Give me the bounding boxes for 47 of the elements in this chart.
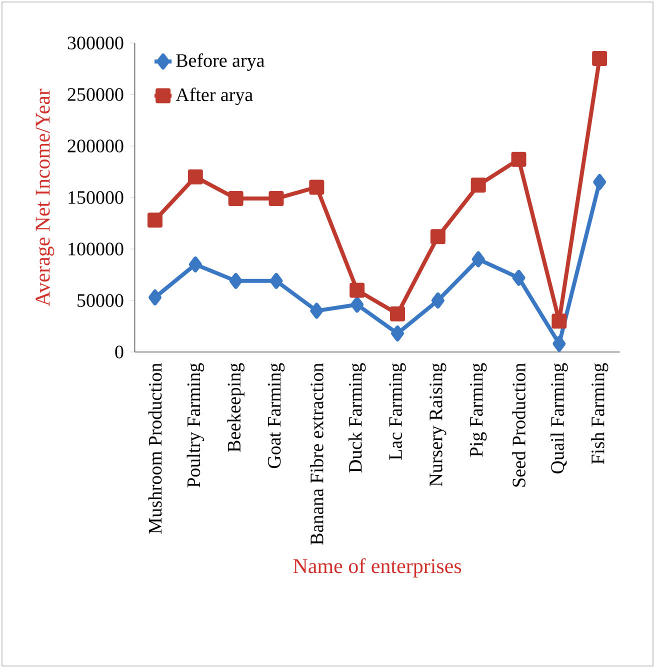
y-tick-label: 50000	[78, 294, 124, 307]
legend-label: After arya	[176, 88, 253, 106]
point	[472, 251, 485, 268]
y-tick-label: 100000	[68, 242, 124, 256]
point	[188, 169, 203, 184]
point	[268, 191, 284, 206]
y-tick-label: 250000	[68, 88, 124, 101]
point	[390, 306, 406, 322]
point	[430, 229, 446, 244]
x-tick-label: Beekeeping	[227, 363, 244, 452]
point	[188, 256, 202, 272]
legend-label: Before arya	[176, 53, 264, 71]
x-tick-label: Goat Farming	[268, 363, 285, 468]
point	[431, 292, 444, 308]
x-tick-label: Nursery Raising	[430, 363, 446, 486]
point	[148, 212, 163, 228]
point	[593, 174, 606, 190]
point	[350, 282, 365, 298]
point	[270, 272, 283, 289]
x-tick-label: Banana Fibre extraction	[310, 363, 324, 545]
y-tick-label: 0	[115, 346, 124, 358]
point	[511, 152, 526, 167]
x-tick-label: Quail Farming	[550, 363, 568, 474]
point	[552, 314, 567, 329]
x-tick-label: Seed Production	[512, 363, 526, 487]
point	[310, 302, 324, 319]
y-tick-label: 300000	[68, 36, 124, 50]
point	[552, 336, 566, 352]
x-tick-label: Lac Farming	[389, 363, 406, 460]
point	[391, 325, 404, 342]
point	[229, 272, 242, 289]
y-tick-label: 200000	[68, 140, 124, 152]
point	[470, 178, 486, 193]
point	[512, 270, 526, 286]
y-tick-label: 150000	[68, 191, 124, 204]
y-axis-title: Average Net Income/Year	[36, 88, 54, 306]
x-tick-label: Duck Farming	[348, 363, 366, 473]
x-tick-label: Mushroom Production	[148, 363, 162, 534]
x-axis-title: Name of enterprises	[293, 558, 462, 578]
point	[228, 191, 244, 206]
point	[148, 289, 162, 306]
x-tick-label: Poultry Farming	[186, 363, 204, 488]
x-tick-label: Pig Farming	[470, 363, 487, 457]
point	[592, 50, 608, 66]
x-tick-label: Fish Farming	[590, 363, 608, 464]
point	[309, 180, 324, 195]
point	[350, 296, 364, 313]
